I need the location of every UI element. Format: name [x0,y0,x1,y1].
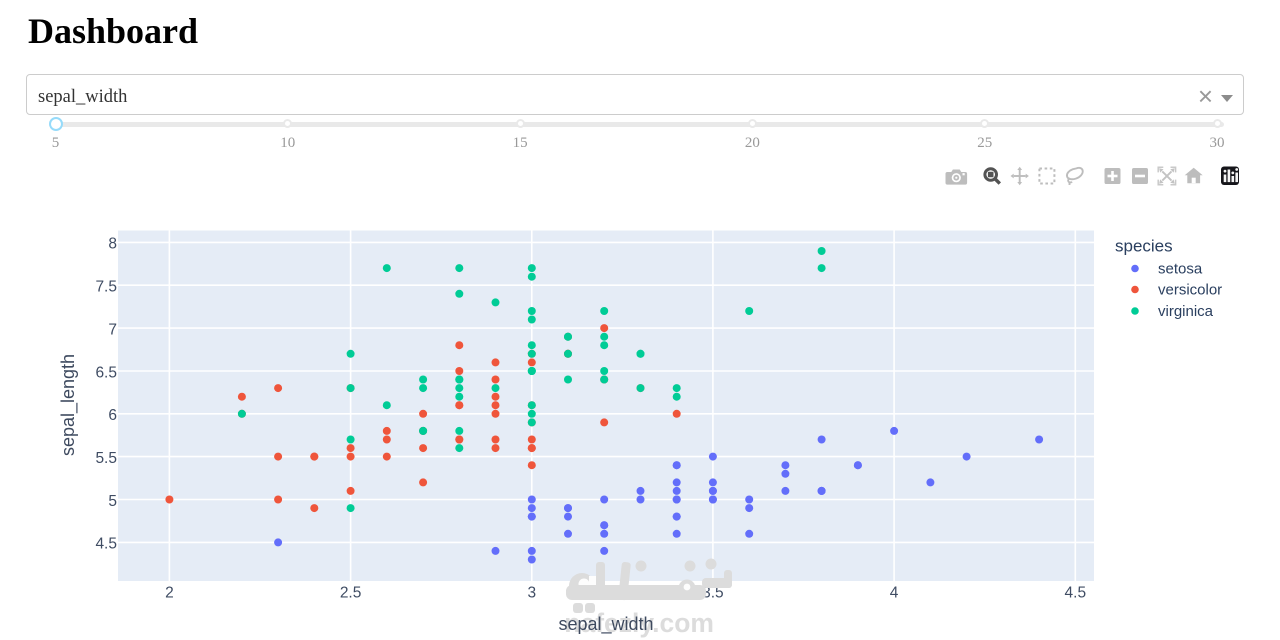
svg-text:7.5: 7.5 [95,279,117,296]
svg-text:6: 6 [108,407,117,424]
svg-text:4.5: 4.5 [1065,585,1087,602]
svg-text:7: 7 [108,321,117,338]
svg-text:sepal_width: sepal_width [558,614,653,635]
svg-text:8: 8 [108,236,117,253]
svg-text:2.5: 2.5 [340,585,362,602]
svg-text:virginica: virginica [1158,303,1214,320]
svg-text:nafezly.com: nafezly.com [564,608,714,638]
svg-text:5: 5 [108,493,117,510]
svg-text:5.5: 5.5 [95,450,117,467]
svg-text:2: 2 [165,585,174,602]
svg-text:3: 3 [527,585,536,602]
svg-text:6.5: 6.5 [95,364,117,381]
svg-text:versicolor: versicolor [1158,282,1222,299]
svg-text:sepal_length: sepal_length [58,354,79,456]
svg-text:species: species [1115,237,1173,256]
svg-text:3.5: 3.5 [702,585,724,602]
svg-text:4: 4 [890,585,899,602]
svg-text:setosa: setosa [1158,261,1203,278]
svg-text:4.5: 4.5 [95,536,117,553]
